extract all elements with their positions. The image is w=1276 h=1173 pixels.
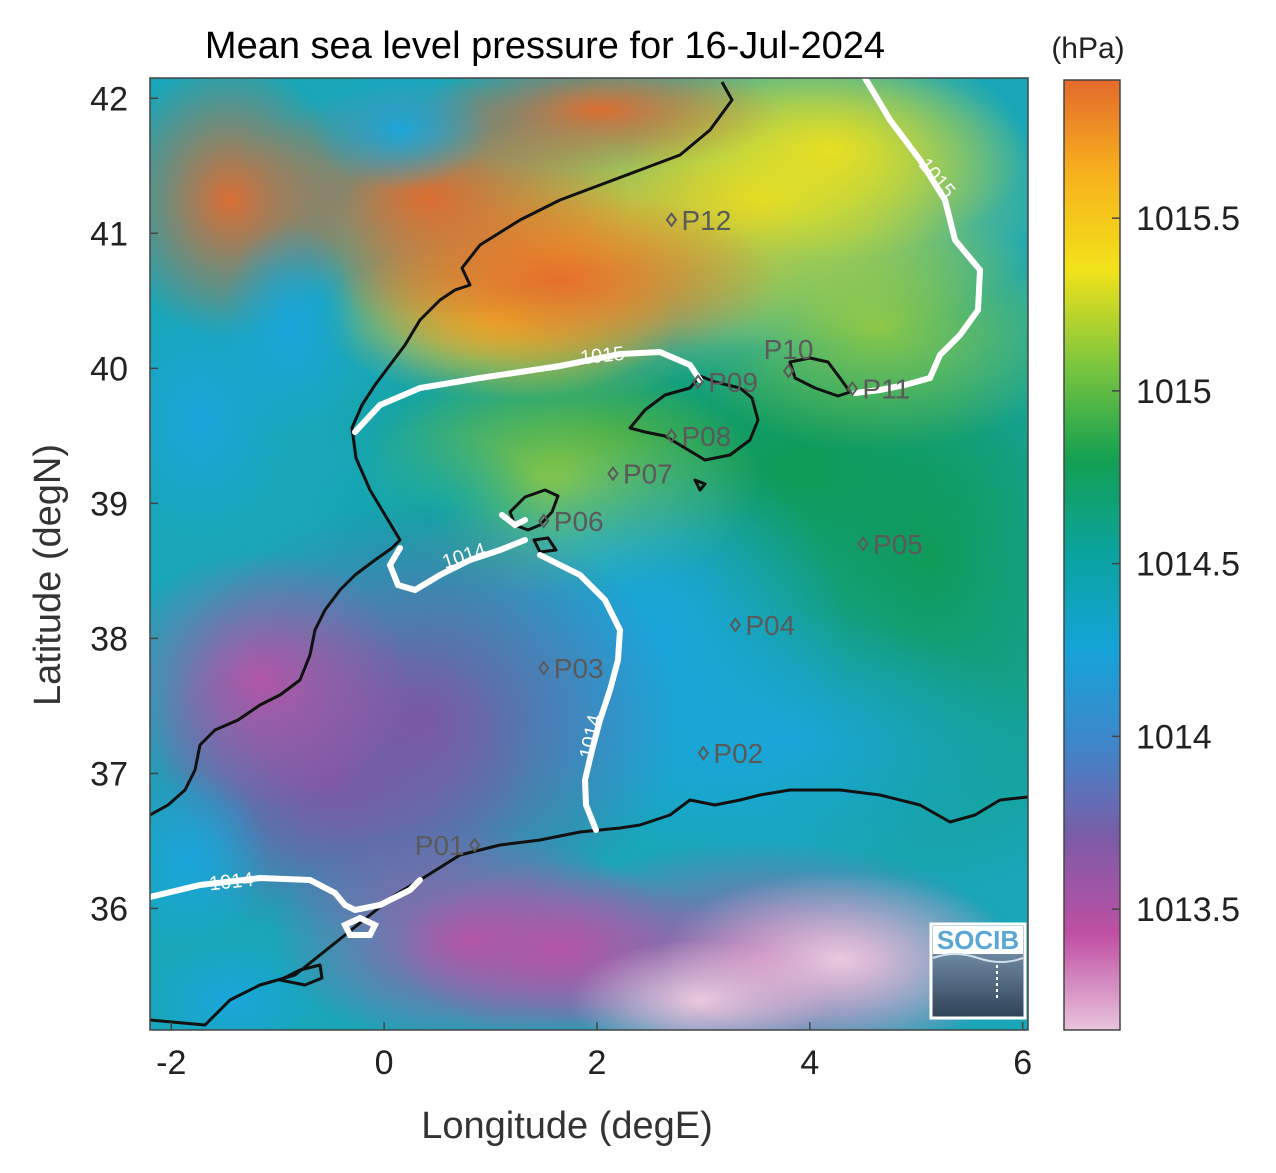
x-axis-label: Longitude (degE) — [421, 1105, 713, 1147]
y-tick-label: 38 — [90, 620, 128, 658]
x-tick-label: -2 — [156, 1044, 186, 1082]
colorbar-bar — [1063, 79, 1121, 1031]
station-marker — [857, 536, 869, 552]
station-marker — [846, 380, 859, 397]
station-marker — [665, 428, 678, 444]
colorbar-ticks: 1013.5 1014 1014.5 1015 1015.5 — [1112, 200, 1240, 929]
colorbar-tick-label: 1013.5 — [1136, 891, 1240, 929]
coastline — [150, 81, 1028, 1027]
station-marker — [607, 465, 619, 482]
station-p11: P11 — [846, 374, 910, 405]
station-label: P01 — [415, 830, 465, 861]
x-tick-label: 4 — [800, 1044, 819, 1082]
station-label: P07 — [623, 459, 673, 490]
station-marker — [538, 513, 550, 529]
station-label: P02 — [713, 738, 763, 769]
station-marker — [468, 837, 481, 853]
station-p08: P08 — [665, 421, 731, 452]
contour-label: 1014 — [208, 869, 255, 896]
station-label: P04 — [745, 610, 795, 641]
station-p03: P03 — [538, 653, 604, 684]
colorbar-tick-label: 1014.5 — [1136, 546, 1240, 584]
y-tick-label: 39 — [90, 485, 128, 523]
pressure-field — [150, 78, 1028, 1030]
x-axis: -2 0 2 4 6 — [156, 1022, 1032, 1082]
y-tick-label: 37 — [90, 755, 128, 793]
contour-1014-loop — [340, 914, 380, 938]
y-tick-label: 36 — [90, 890, 128, 928]
map-title: Mean sea level pressure for 16-Jul-2024 — [205, 25, 885, 67]
y-axis-label: Latitude (degN) — [27, 444, 69, 706]
x-tick-label: 2 — [588, 1044, 607, 1082]
station-p01: P01 — [415, 830, 481, 861]
y-tick-label: 42 — [90, 80, 128, 118]
station-p06: P06 — [538, 506, 604, 537]
station-marker — [692, 374, 704, 390]
station-marker — [782, 363, 795, 379]
contour-1014-south — [150, 874, 423, 914]
y-tick-label: 41 — [90, 215, 128, 253]
station-label: P06 — [554, 506, 604, 537]
station-p07: P07 — [607, 459, 673, 490]
station-marker — [538, 660, 550, 676]
colorbar: (hPa) 1013.5 1014 1014.5 1015 1015.5 — [1051, 32, 1240, 1031]
station-p05: P05 — [857, 529, 923, 560]
contour-label: 1015 — [579, 343, 626, 370]
station-label: P05 — [873, 529, 923, 560]
station-p04: P04 — [729, 610, 795, 641]
station-marker — [665, 212, 678, 228]
contour-1015-east — [852, 78, 984, 396]
y-tick-label: 40 — [90, 350, 128, 388]
contour-1014-center — [499, 512, 528, 529]
plot-frame — [149, 77, 1029, 1031]
colorbar-unit: (hPa) — [1051, 32, 1124, 65]
y-axis: 36 37 38 39 40 41 42 — [90, 80, 158, 928]
station-label: P08 — [681, 421, 731, 452]
station-p02: P02 — [697, 738, 763, 769]
colorbar-tick-label: 1015 — [1136, 373, 1212, 411]
station-p09: P09 — [692, 367, 758, 398]
station-marker — [729, 617, 742, 633]
station-p12: P12 — [665, 205, 731, 236]
colorbar-tick-label: 1015.5 — [1136, 200, 1240, 238]
station-label: P11 — [862, 374, 910, 405]
contour-1015-west — [352, 348, 703, 435]
station-label: P10 — [764, 334, 814, 365]
colorbar-tick-label: 1014 — [1136, 718, 1212, 756]
x-tick-label: 0 — [375, 1044, 394, 1082]
station-p10: P10 — [764, 334, 814, 379]
station-label: P12 — [681, 205, 731, 236]
contour-1014-north — [386, 537, 528, 594]
x-tick-label: 6 — [1013, 1044, 1032, 1082]
contours — [150, 78, 984, 938]
station-label: P03 — [554, 653, 604, 684]
station-label: P09 — [708, 367, 758, 398]
socib-logo-text: SOCIB — [937, 925, 1019, 955]
station-marker — [697, 745, 710, 761]
contour-1014-main — [537, 552, 624, 833]
socib-logo: SOCIB — [929, 922, 1027, 1020]
